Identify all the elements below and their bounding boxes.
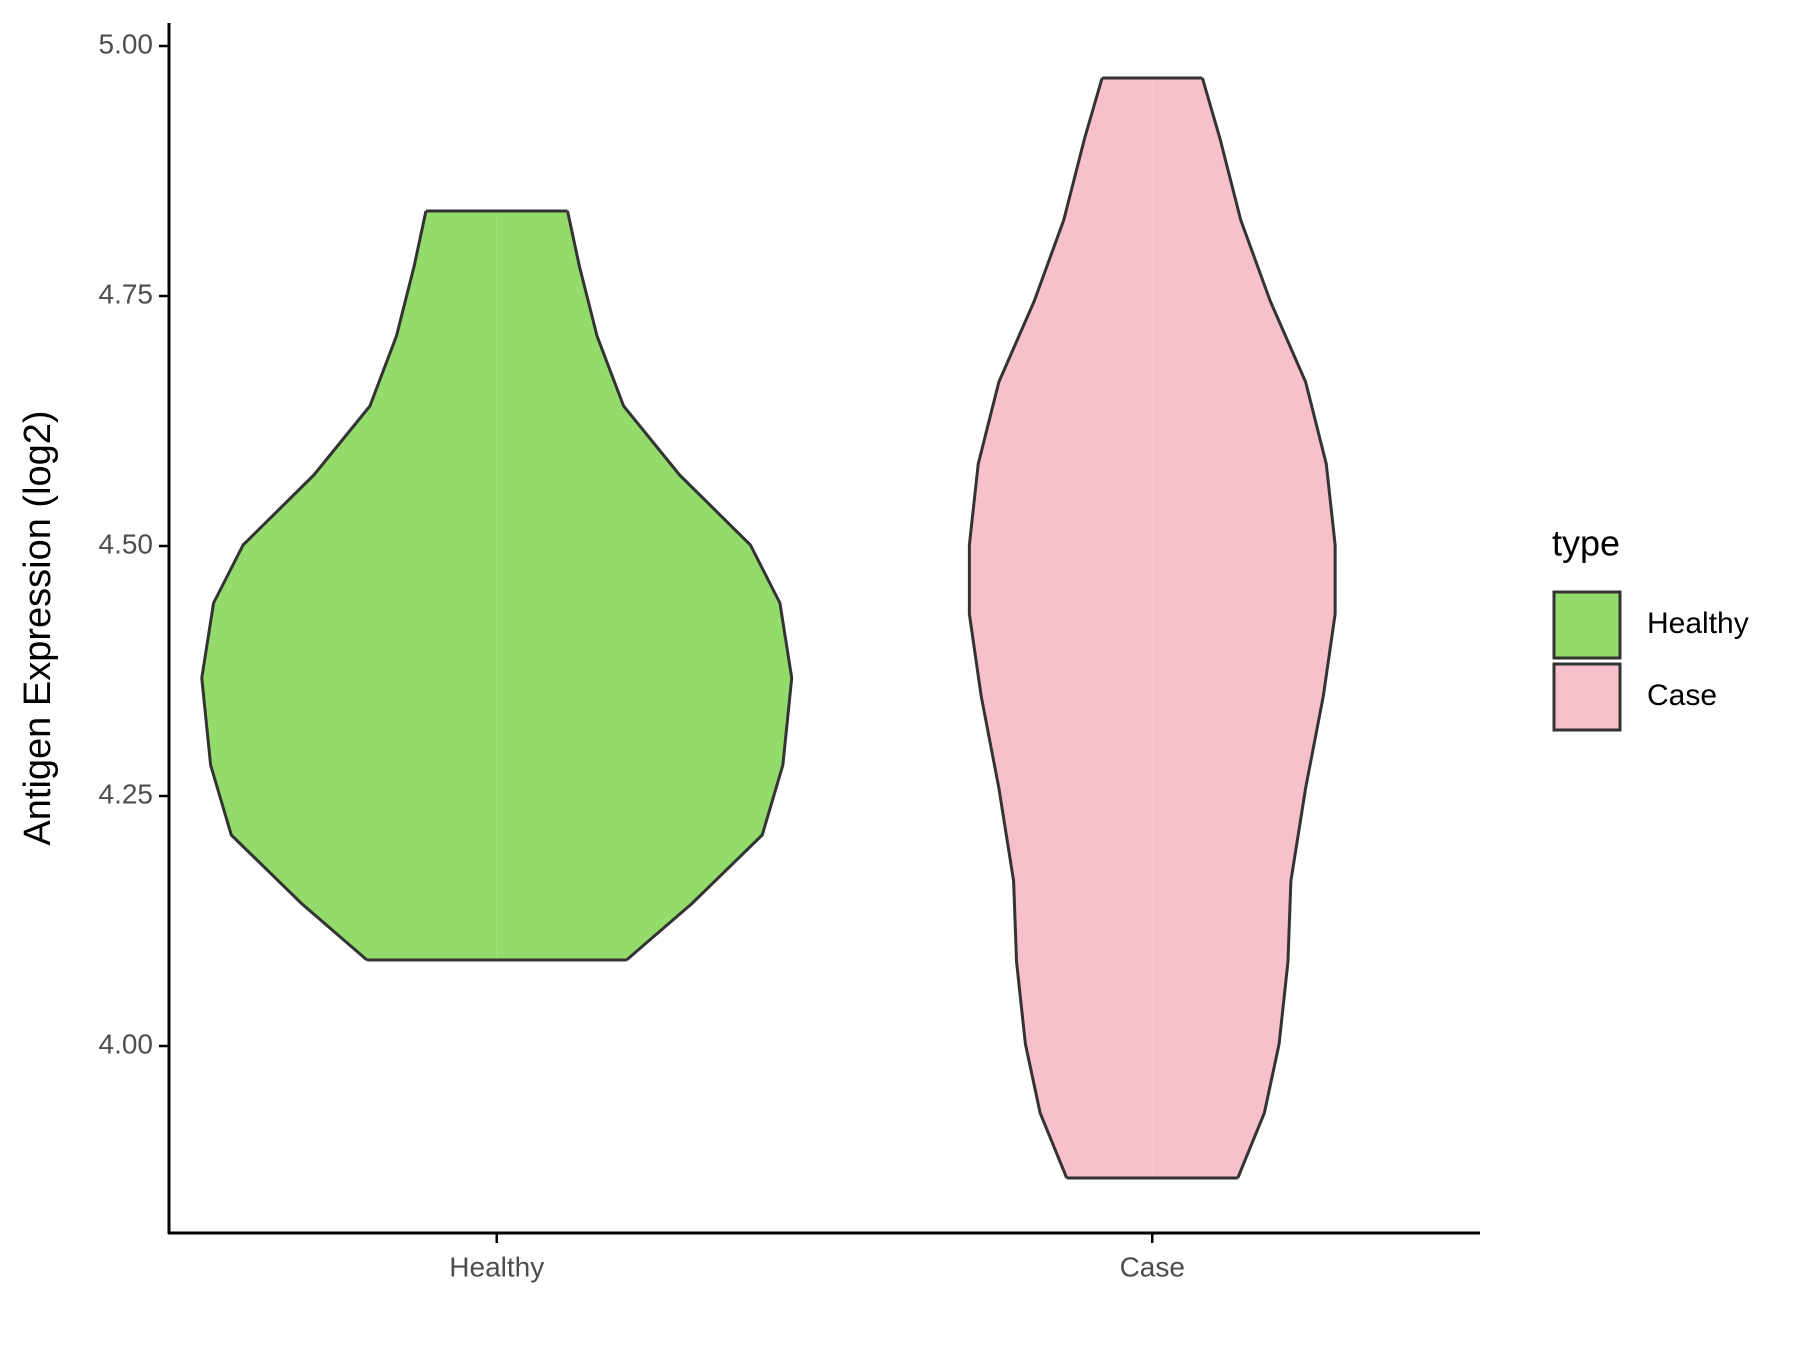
legend-label: Case [1647, 679, 1717, 712]
violin-fill [496, 211, 792, 960]
violin-outline [566, 210, 794, 962]
violin-outline [1200, 77, 1337, 1179]
y-tick-label: 5.00 [99, 28, 154, 59]
violin-outline [967, 77, 1104, 1179]
violin-outline [200, 210, 428, 962]
legend-title: type [1552, 523, 1620, 564]
legend-label: Healthy [1647, 607, 1749, 640]
y-tick-label: 4.00 [99, 1028, 154, 1059]
violin-fill [1152, 78, 1336, 1178]
violin-fill [201, 211, 497, 960]
y-tick-label: 4.75 [99, 278, 154, 309]
violin-fill [969, 78, 1153, 1178]
y-tick-label: 4.50 [99, 528, 154, 559]
y-tick-label: 4.25 [99, 778, 154, 809]
legend-key [1552, 662, 1622, 732]
x-tick-label: Healthy [449, 1251, 544, 1282]
y-axis-label: Antigen Expression (log2) [17, 410, 59, 845]
x-tick-label: Case [1120, 1251, 1185, 1282]
legend-key [1552, 590, 1622, 660]
